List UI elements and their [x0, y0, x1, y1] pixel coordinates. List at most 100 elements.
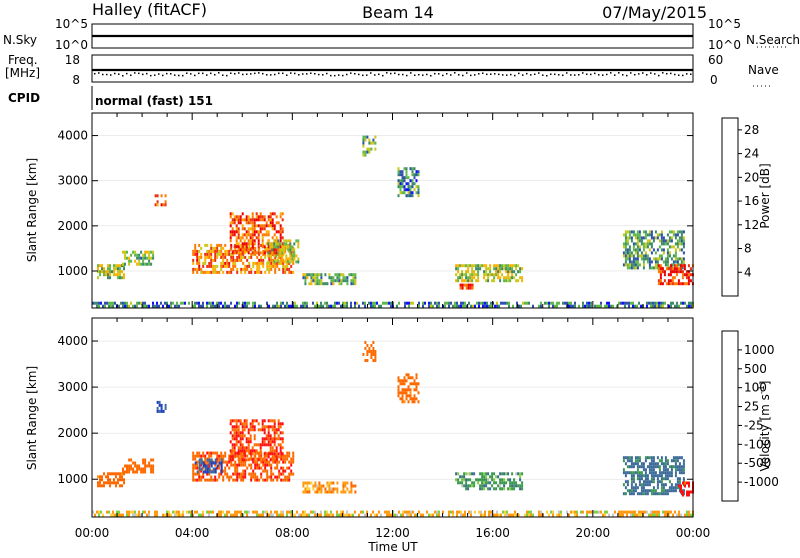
data-cell [194, 454, 197, 458]
data-cell [164, 403, 167, 407]
data-cell [678, 456, 681, 460]
data-cell [241, 227, 244, 231]
data-cell [632, 480, 635, 484]
data-cell [506, 510, 508, 514]
data-cell [253, 218, 256, 222]
data-cell [524, 301, 526, 305]
data-cell [364, 304, 366, 308]
data-cell [134, 253, 137, 257]
data-cell [459, 286, 462, 290]
data-cell [508, 301, 510, 305]
data-cell [106, 301, 108, 305]
data-cell [273, 233, 276, 237]
data-cell [516, 513, 518, 517]
data-cell [344, 513, 346, 517]
data-cell [247, 446, 250, 450]
data-cell [144, 256, 147, 260]
data-cell [249, 425, 252, 429]
data-cell [281, 248, 284, 252]
data-cell [632, 474, 635, 478]
nave-label: Nave [748, 63, 779, 77]
data-cell [485, 484, 488, 488]
data-cell [118, 304, 120, 308]
data-cell [664, 468, 667, 472]
data-cell [124, 253, 126, 257]
data-cell [624, 239, 627, 243]
data-cell [636, 462, 639, 466]
data-cell [257, 248, 260, 252]
data-cell [405, 397, 408, 401]
data-cell [457, 478, 460, 482]
data-cell [638, 477, 641, 481]
data-cell [263, 431, 266, 435]
data-cell [192, 304, 194, 308]
data-cell [477, 273, 480, 277]
data-cell [479, 478, 482, 482]
data-cell [620, 510, 622, 514]
data-cell [386, 301, 388, 305]
data-cell [279, 431, 282, 435]
data-cell [674, 471, 677, 475]
data-cell [670, 304, 672, 308]
data-cell [281, 440, 284, 444]
data-cell [438, 513, 440, 517]
data-cell [586, 304, 588, 308]
data-cell [689, 273, 692, 277]
data-cell [477, 279, 480, 283]
data-cell [403, 167, 406, 171]
data-cell [374, 301, 376, 305]
data-cell [678, 468, 681, 472]
data-cell [659, 282, 662, 286]
data-cell [109, 472, 111, 476]
data-cell [275, 236, 278, 240]
data-cell [624, 242, 627, 246]
data-cell [676, 468, 679, 472]
data-cell [477, 481, 480, 485]
data-cell [302, 510, 304, 514]
data-cell [464, 304, 466, 308]
data-cell [682, 301, 684, 305]
data-cell [660, 480, 663, 484]
data-cell [468, 510, 470, 514]
data-cell [401, 379, 404, 383]
data-cell [231, 233, 234, 237]
data-cell [229, 419, 232, 423]
data-cell [646, 477, 649, 481]
data-cell [493, 481, 496, 485]
data-cell [374, 141, 377, 145]
data-cell [306, 490, 309, 494]
data-cell [366, 510, 368, 514]
data-cell [430, 301, 432, 305]
data-cell [246, 301, 248, 305]
data-cell [668, 510, 670, 514]
data-cell [686, 481, 688, 485]
data-cell [264, 469, 267, 473]
data-cell [124, 470, 126, 474]
data-cell [622, 471, 625, 475]
data-cell [272, 472, 275, 476]
data-cell [267, 233, 270, 237]
data-cell [370, 301, 372, 305]
data-cell [628, 471, 631, 475]
data-cell [269, 452, 272, 456]
data-cell [150, 250, 153, 254]
data-cell [267, 239, 270, 243]
data-cell [234, 258, 237, 262]
data-cell [558, 510, 560, 514]
data-cell [612, 513, 614, 517]
data-cell [634, 462, 637, 466]
data-cell [364, 153, 367, 157]
data-cell [260, 472, 263, 476]
data-cell [626, 480, 629, 484]
data-cell [624, 233, 627, 237]
data-cell [273, 434, 276, 438]
data-cell [138, 259, 141, 263]
data-cell [676, 486, 679, 490]
data-cell [636, 456, 639, 460]
data-cell [658, 492, 661, 496]
data-cell [642, 462, 645, 466]
data-cell [491, 472, 494, 476]
data-cell [507, 478, 510, 482]
data-cell [666, 513, 668, 517]
data-cell [288, 475, 291, 479]
